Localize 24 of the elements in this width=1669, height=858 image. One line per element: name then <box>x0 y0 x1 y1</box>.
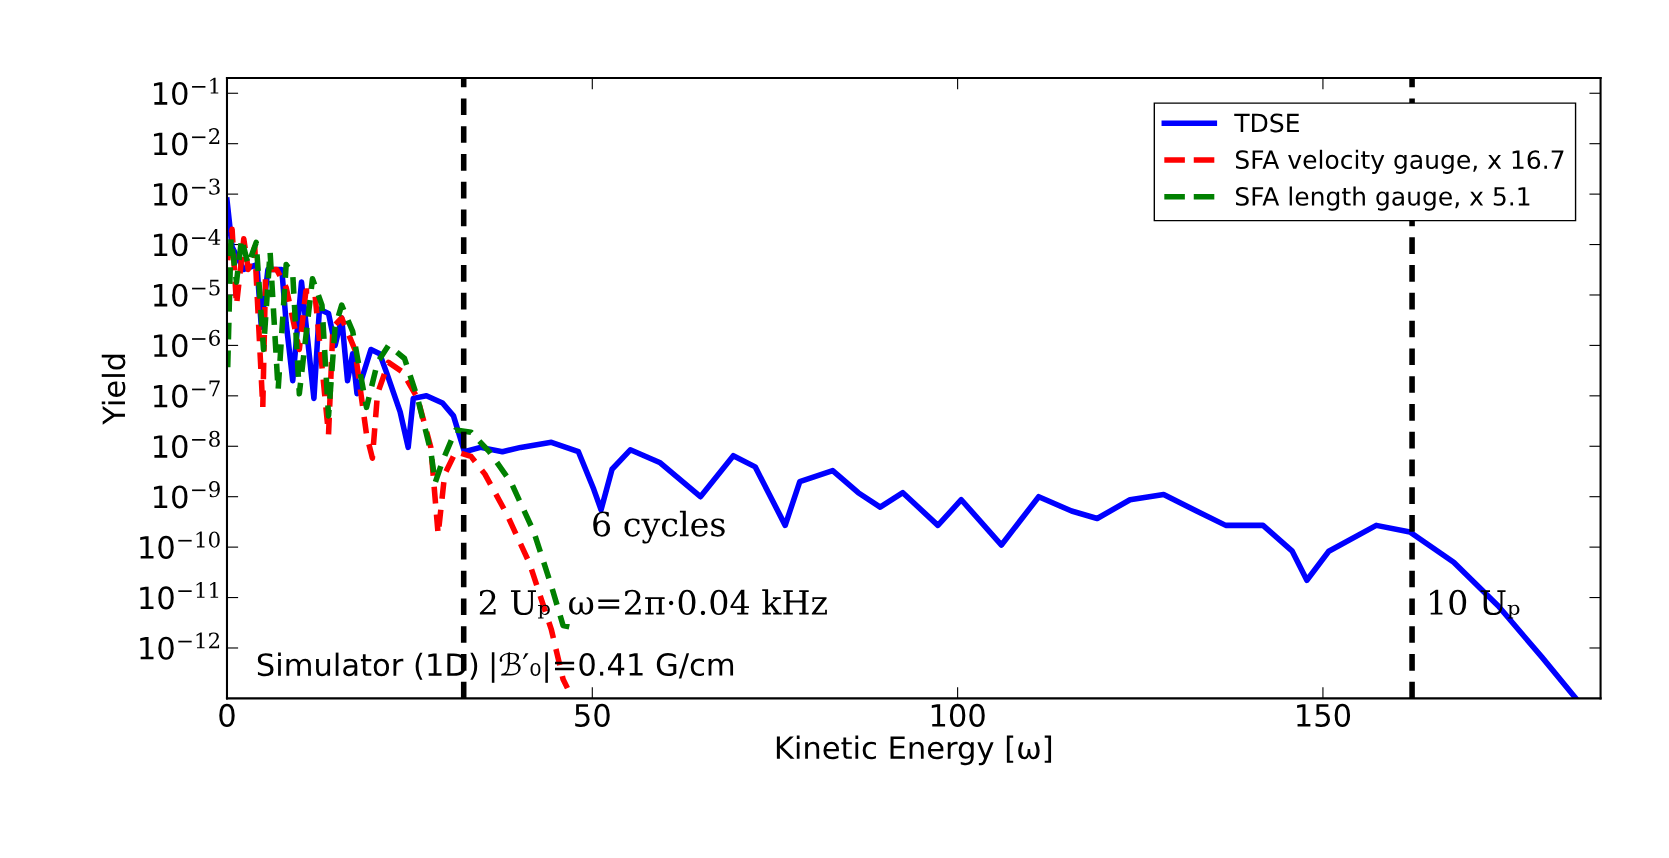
y-tick-label: 10$^{−8}$ <box>153 430 220 459</box>
x-tick-label: 100 <box>931 703 985 727</box>
y-tick-label: 10$^{−2}$ <box>153 128 220 156</box>
y-axis-title: Yield <box>101 354 126 425</box>
annotation: |ℬ′₀|=0.41 G/cm <box>491 651 734 683</box>
y-tick-label: 10$^{−5}$ <box>153 279 220 307</box>
x-tick-label: 150 <box>1297 703 1351 727</box>
y-tick-label: 10$^{−4}$ <box>153 228 221 257</box>
annotation: ω=2π·0.04 kHz <box>569 589 827 616</box>
y-tick-label: 10$^{−7}$ <box>153 380 220 408</box>
x-tick-label: 50 <box>575 703 610 727</box>
legend-label: SFA length gauge, x 5.1 <box>1235 186 1530 211</box>
legend-label: TDSE <box>1234 113 1299 133</box>
y-tick-label: 10$^{−10}$ <box>140 531 220 559</box>
y-tick-label: 10$^{−3}$ <box>153 178 220 206</box>
x-axis-title: Kinetic Energy [ω] <box>776 735 1052 766</box>
annotation: 6 cycles <box>593 510 725 544</box>
y-tick-label: 10$^{−9}$ <box>153 481 220 509</box>
y-tick-label: 10$^{−1}$ <box>153 77 219 106</box>
y-tick-label: 10$^{−6}$ <box>153 329 220 358</box>
legend-label: SFA velocity gauge, x 16.7 <box>1235 149 1564 174</box>
x-tick-label: 0 <box>219 703 235 727</box>
y-tick-label: 10$^{−11}$ <box>140 581 219 610</box>
y-tick-label: 10$^{−12}$ <box>140 632 220 660</box>
